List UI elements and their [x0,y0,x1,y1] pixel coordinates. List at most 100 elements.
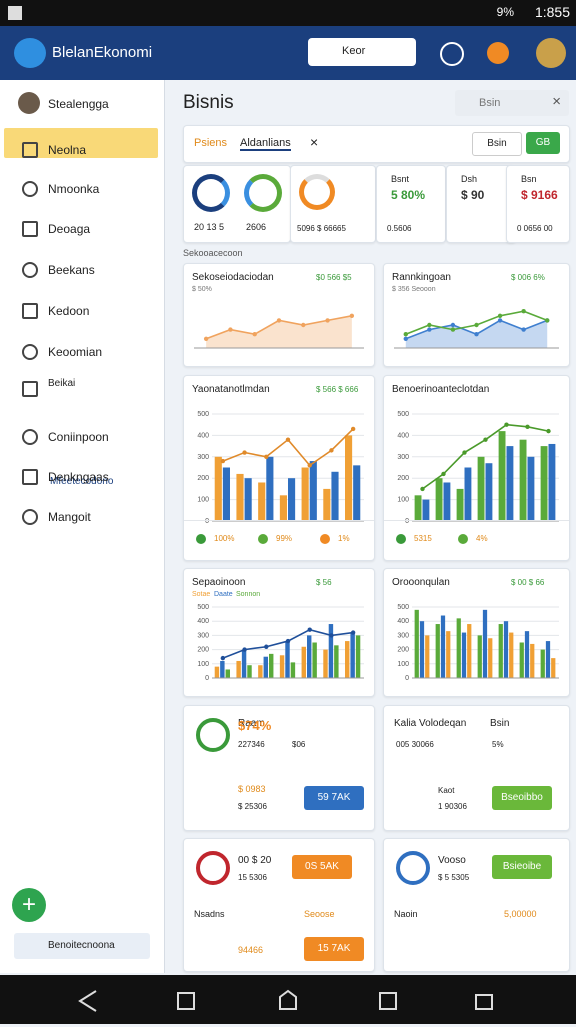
card-value: Bsin [490,718,510,729]
section-label: Sekooacecoon [183,248,243,258]
bar [435,478,443,521]
bar [279,655,285,678]
recent[interactable] [379,992,397,1010]
point [474,332,479,337]
bar [258,665,263,678]
kpi-title: Dsh [461,174,478,184]
y-tick-label: 400 [197,618,209,625]
point [203,336,209,341]
back[interactable] [78,990,97,1012]
bar [477,635,482,678]
bar [244,478,252,521]
point [252,332,257,337]
footer-value: 100% [214,534,235,543]
button[interactable]: Bsieoibe [492,855,552,879]
kpi-card: Bsnt 5 80% 0.5606 [376,165,446,243]
y-tick-label: 500 [197,604,209,611]
nav-item[interactable]: Neolna [48,143,87,157]
y-tick-label: 300 [197,454,209,461]
chart-panel: Rannkingoan $ 006 6% $ 356 Seooon [383,263,570,367]
nav-item[interactable]: Deoaga [48,222,91,236]
card-value: Vooso [438,855,466,866]
button[interactable]: 15 7AK [304,937,364,961]
point [521,327,526,332]
bar [236,660,241,678]
app-bar: BlelanEkonomi Keor [0,26,576,80]
bar [506,446,514,521]
point [325,318,330,323]
nav-item[interactable]: Kedoon [48,304,90,318]
card-row: $ 0983 [238,784,266,794]
search-box[interactable]: Keor [308,38,416,66]
status-icons [8,6,102,20]
bar [425,635,430,678]
bar [334,645,339,678]
nav-item[interactable]: Keoomian [48,345,103,359]
tabs[interactable] [475,994,493,1010]
bar [464,467,472,521]
bar [498,624,503,678]
info-card: Kalia Volodeqan Bsin 005 30066 5% Kaot 1 9030… [383,705,570,831]
legend-entry: Daate [214,591,233,598]
kpi-text: 2606 [246,222,267,232]
panel-value: $ 56 [316,578,332,587]
nav-item[interactable]: Denkngaas [48,470,109,484]
bar [443,482,451,521]
bar [331,471,339,521]
bar [220,660,225,678]
close[interactable]: × [310,134,319,150]
bar [488,638,493,678]
point [220,458,226,464]
search-text: Keor [342,45,366,57]
point [497,318,503,323]
kpi-card: 5096 $ 66665 [290,165,376,243]
y-tick-label: 200 [197,475,209,482]
chart-panel: Sepaoinoon $ 56 Sotae Daate Sonnon 0 100 200 300… [183,568,375,697]
footer-icon [396,534,406,544]
icon[interactable] [487,42,509,64]
tab[interactable]: Aldanlians [240,137,291,151]
card-sub: $06 [292,740,306,749]
button[interactable]: Bseoibbo [492,786,552,810]
footer-value: 4% [476,534,488,543]
kpi-value: $ 90 [461,188,485,202]
nav-item[interactable]: Mangoit [48,510,91,524]
add-button[interactable]: + [12,888,46,922]
home[interactable] [279,989,297,1010]
bar [285,641,290,678]
bar [345,641,350,678]
bar [540,446,548,521]
bar [540,649,545,678]
nav-item[interactable]: Beekans [48,263,95,277]
chart-panel: Sekoseiodaciodan $0 566 $5 $ 50% [183,263,375,367]
home[interactable] [177,992,195,1010]
footer-item[interactable]: Benoitecnoona [14,933,150,959]
icon[interactable] [440,42,464,66]
bar [222,467,230,521]
nav-item[interactable]: Beikai [48,378,76,389]
avatar[interactable] [536,38,566,68]
kpi-value: 5 80% [391,188,426,202]
kpi-text: 5096 $ 66665 [297,224,346,233]
tab[interactable]: Psiens [194,137,228,149]
button[interactable]: Bsin [472,132,522,156]
bar [446,631,451,678]
kpi-card: Dsh $ 90 [446,165,516,243]
button[interactable]: 59 7AK [304,786,364,810]
panel-title: Orooonqulan [392,577,450,588]
nav-item[interactable]: Nmoonka [48,182,100,196]
search-box[interactable]: Bsin × [455,90,569,116]
point [504,422,509,427]
nav-item[interactable]: Coniinpoon [48,430,109,444]
nav-icon [22,381,38,397]
button[interactable]: GB [526,132,560,154]
bar [323,488,331,521]
footer-icon [258,534,268,544]
panel-title: Sepaoinoon [192,577,246,588]
nav-icon [22,509,38,525]
point [420,486,425,492]
button[interactable]: 0S 5AK [292,855,352,879]
point [525,424,530,430]
close[interactable]: × [552,93,561,110]
